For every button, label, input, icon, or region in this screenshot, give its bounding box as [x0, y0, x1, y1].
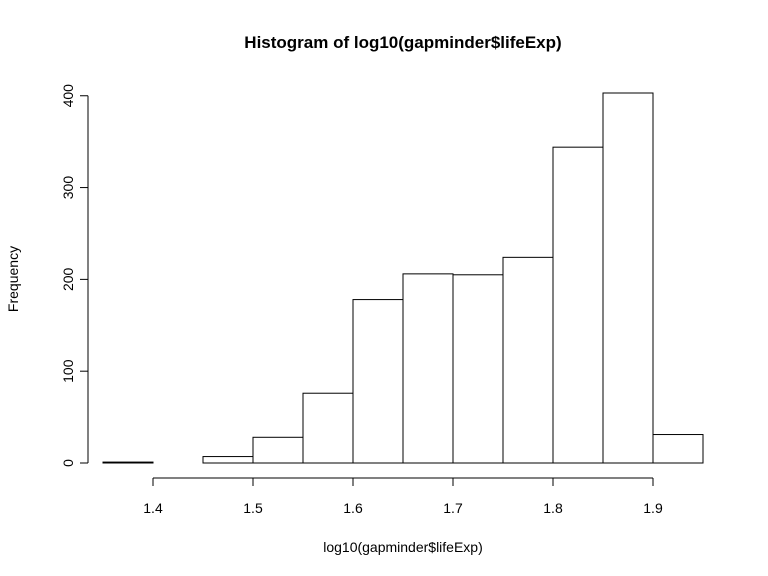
histogram-bar — [502, 256, 554, 464]
y-tick-label: 200 — [60, 267, 76, 291]
x-axis-label: log10(gapminder$lifeExp) — [323, 539, 483, 555]
y-axis: 0 100 200 300 400 — [60, 84, 89, 467]
histogram-bar — [552, 146, 604, 464]
histogram-bar — [302, 392, 354, 464]
histogram-bar — [602, 92, 654, 464]
x-tick-label: 1.4 — [143, 500, 163, 516]
histogram-bar — [102, 461, 154, 464]
x-tick-label: 1.8 — [543, 500, 563, 516]
chart-title: Histogram of log10(gapminder$lifeExp) — [244, 33, 561, 52]
x-tick-label: 1.6 — [343, 500, 363, 516]
y-tick-label: 300 — [60, 176, 76, 200]
histogram-bar — [252, 436, 304, 464]
x-tick-label: 1.9 — [643, 500, 663, 516]
x-tick-label: 1.5 — [243, 500, 263, 516]
histogram-bar — [652, 434, 704, 464]
histogram-bar — [402, 273, 454, 464]
histogram-bar — [352, 299, 404, 464]
x-axis: 1.4 1.5 1.6 1.7 1.8 1.9 — [143, 477, 663, 516]
histogram-bar — [452, 274, 504, 464]
bars-group — [102, 92, 704, 464]
histogram-bar — [202, 456, 254, 464]
y-tick-label: 400 — [60, 84, 76, 108]
x-tick-label: 1.7 — [443, 500, 463, 516]
y-axis-label: Frequency — [5, 246, 21, 312]
y-tick-label: 0 — [60, 459, 76, 467]
y-tick-label: 100 — [60, 359, 76, 383]
